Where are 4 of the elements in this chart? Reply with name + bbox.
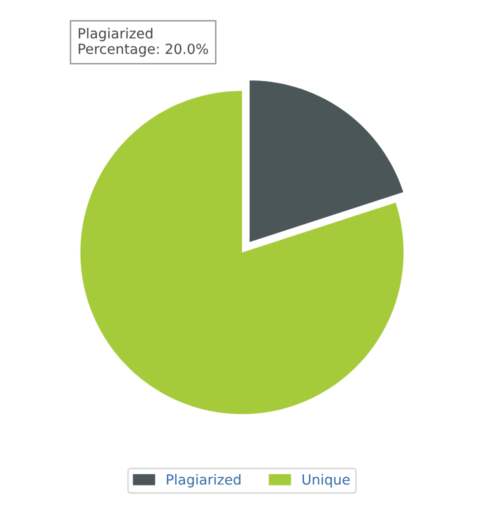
legend-label: Plagiarized: [166, 474, 240, 488]
text: Percentage: 20.0%: [78, 44, 208, 57]
legend-label: Unique: [302, 474, 350, 488]
text: Plagiarized: [78, 28, 152, 42]
